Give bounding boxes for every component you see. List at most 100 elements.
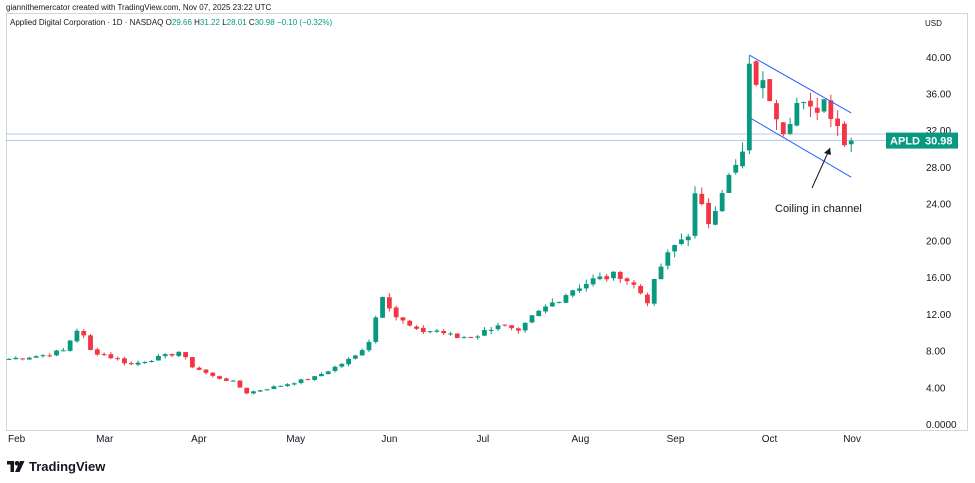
candle-body bbox=[122, 358, 127, 364]
candle-body bbox=[767, 79, 773, 102]
x-tick-label: May bbox=[286, 434, 305, 445]
candle-body bbox=[597, 276, 603, 280]
candle-body bbox=[774, 103, 779, 120]
candle-body bbox=[291, 383, 297, 385]
candle-body bbox=[638, 285, 644, 294]
candle-body bbox=[814, 107, 820, 113]
candle-body bbox=[556, 301, 562, 303]
legend-open-value: 29.66 bbox=[171, 18, 192, 27]
candle-body bbox=[128, 363, 134, 365]
candle-body bbox=[760, 80, 766, 89]
candle-body bbox=[257, 390, 263, 392]
candle-body bbox=[801, 102, 807, 104]
candle-body bbox=[26, 357, 32, 360]
x-tick-label: Jun bbox=[381, 434, 397, 445]
candle-body bbox=[604, 276, 610, 280]
candle-body bbox=[305, 379, 311, 381]
candle-body bbox=[33, 356, 39, 358]
legend-open-label: O bbox=[165, 18, 172, 27]
candle-body bbox=[522, 322, 528, 331]
candle-body bbox=[495, 325, 501, 330]
candle-body bbox=[461, 337, 467, 339]
tradingview-brand[interactable]: TradingView bbox=[7, 459, 105, 474]
candle-body bbox=[502, 324, 508, 326]
candle-body bbox=[719, 193, 725, 212]
candle-body bbox=[536, 310, 542, 317]
legend-high-label: H bbox=[194, 18, 200, 27]
candle-body bbox=[441, 330, 447, 334]
candle-body bbox=[94, 349, 100, 355]
annotation-arrowhead-icon bbox=[824, 148, 831, 155]
candle-body bbox=[685, 236, 691, 241]
candle-body bbox=[590, 278, 596, 285]
candle-body bbox=[393, 307, 399, 318]
candle-body bbox=[278, 385, 284, 387]
candle-body bbox=[746, 63, 752, 151]
candle-body bbox=[624, 278, 630, 282]
chart-credit: giannithemercator created with TradingVi… bbox=[6, 3, 272, 12]
candle-body bbox=[6, 358, 12, 360]
candle-body bbox=[427, 331, 433, 333]
candle-body bbox=[835, 118, 841, 127]
candle-body bbox=[115, 358, 121, 360]
candle-body bbox=[244, 387, 250, 394]
candle-body bbox=[217, 376, 222, 379]
candle-body bbox=[577, 288, 582, 291]
candle-body bbox=[312, 376, 318, 380]
candle-body bbox=[828, 100, 834, 120]
candle-body bbox=[543, 306, 548, 312]
candle-body bbox=[108, 354, 114, 359]
y-tick-label: 12.00 bbox=[926, 310, 951, 321]
tradingview-wordmark: TradingView bbox=[29, 459, 106, 474]
candle-body bbox=[176, 351, 182, 356]
candle-body bbox=[482, 329, 487, 336]
candle-body bbox=[352, 355, 358, 359]
x-tick-label: Apr bbox=[191, 434, 207, 445]
candle-body bbox=[665, 252, 671, 266]
candle-body bbox=[60, 350, 66, 352]
last-price-value: 30.98 bbox=[925, 136, 953, 148]
candle-body bbox=[434, 330, 440, 332]
candle-body bbox=[74, 330, 80, 342]
candle-body bbox=[285, 384, 290, 387]
candle-body bbox=[298, 379, 304, 383]
candle-body bbox=[210, 372, 216, 376]
candle-body bbox=[189, 357, 195, 368]
x-tick-label: Jul bbox=[476, 434, 489, 445]
candle-body bbox=[753, 61, 759, 85]
y-tick-label: 4.00 bbox=[926, 383, 946, 394]
y-tick-label: 16.00 bbox=[926, 273, 951, 284]
x-tick-label: Aug bbox=[572, 434, 590, 445]
candle-body bbox=[740, 151, 745, 167]
candle-body bbox=[196, 367, 202, 370]
symbol-legend: Applied Digital Corporation · 1D · NASDA… bbox=[10, 18, 332, 27]
candle-body bbox=[570, 290, 576, 296]
legend-close-value: 30.98 bbox=[254, 18, 275, 27]
currency-label: USD bbox=[925, 19, 942, 28]
candle-body bbox=[169, 353, 175, 356]
x-tick-label: Mar bbox=[96, 434, 114, 445]
candle-body bbox=[54, 350, 59, 356]
candle-body bbox=[264, 389, 270, 391]
candle-body bbox=[346, 358, 351, 365]
candle-body bbox=[400, 317, 406, 321]
candle-body bbox=[230, 380, 236, 382]
candle-body bbox=[468, 336, 474, 338]
candle-body bbox=[658, 266, 664, 280]
candle-body bbox=[223, 378, 229, 381]
candle-body bbox=[651, 278, 657, 304]
candle-body bbox=[529, 315, 535, 323]
candle-body bbox=[631, 282, 637, 285]
candle-body bbox=[237, 380, 243, 388]
candle-body bbox=[780, 122, 786, 135]
legend-symbol: Applied Digital Corporation · 1D · NASDA… bbox=[10, 18, 164, 27]
y-tick-label: 20.00 bbox=[926, 236, 951, 247]
candle-body bbox=[733, 164, 739, 173]
legend-high-value: 31.22 bbox=[199, 18, 220, 27]
tradingview-logo-icon bbox=[7, 460, 25, 472]
annotation-arrow bbox=[811, 147, 831, 189]
candle-body bbox=[583, 283, 589, 289]
candle-body bbox=[617, 271, 623, 279]
y-tick-label: 32.00 bbox=[926, 126, 951, 137]
